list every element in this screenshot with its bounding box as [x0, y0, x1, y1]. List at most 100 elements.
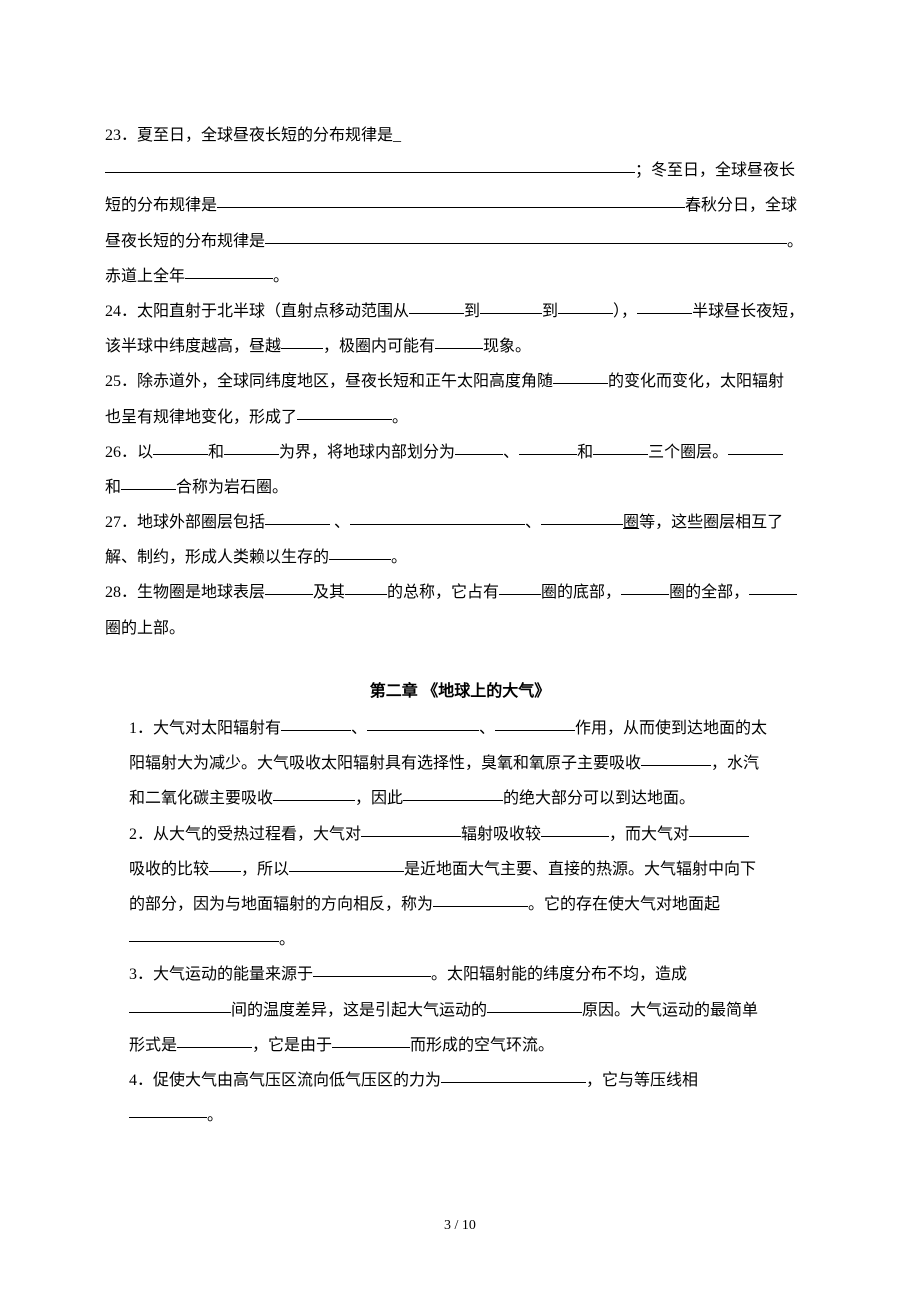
c2q3-e: 形式是 [129, 1037, 177, 1054]
chapter2-body: 1．大气对太阳辐射有、、作用，从而使到达地面的太 阳辐射大为减少。大气吸收太阳辐… [105, 711, 815, 1133]
q28-blank4 [621, 578, 669, 595]
q27-a: 27．地球外部圈层包括 [105, 514, 265, 531]
q26-blank1 [153, 438, 208, 455]
c2q3-line1: 3．大气运动的能量来源于 。太阳辐射能的纬度分布不均，造成 [129, 957, 815, 992]
q23-seg1: ；冬至日，全球昼夜长 [635, 162, 795, 179]
q23-blank1 [105, 156, 635, 173]
c2q3-c: 间的温度差异，这是引起大气运动的 [231, 1002, 487, 1019]
q24-line1: 24．太阳直射于北半球（直射点移动范围从到到），半球昼长夜短， [105, 294, 815, 329]
q23-lead: 23．夏至日，全球昼夜长短的分布规律是_ [105, 127, 401, 144]
c2q1-i: 的绝大部分可以到达地面。 [503, 790, 695, 807]
q26-blank4 [519, 438, 577, 455]
q23-seg4a: 赤道上全年 [105, 268, 185, 285]
c2q1-b: 、 [351, 720, 367, 737]
c2q3-b: 。太阳辐射能的纬度分布不均，造成 [431, 966, 687, 983]
q24-line2: 该半球中纬度越高，昼越 ，极圈内可能有 现象。 [105, 329, 815, 364]
q25-blank2 [297, 403, 392, 420]
q24-f: 该半球中纬度越高，昼越 [105, 338, 281, 355]
c2q2-i: 。 [279, 931, 295, 948]
q25-d: 。 [392, 409, 408, 426]
q24-a: 24．太阳直射于北半球（直射点移动范围从 [105, 303, 409, 320]
c2q2-a: 2．从大气的受热过程看，大气对 [129, 826, 361, 843]
q28-blank3 [499, 578, 541, 595]
c2q2-c: ，而大气对 [609, 826, 689, 843]
q24-blank3 [558, 297, 613, 314]
c2q1-blank2 [367, 714, 479, 731]
q25-c: 也呈有规律地变化，形成了 [105, 409, 297, 426]
q26-line2: 和合称为岩石圈。 [105, 470, 815, 505]
c2q2-line3: 的部分，因为与地面辐射的方向相反，称为。它的存在使大气对地面起 [129, 887, 815, 922]
q28-c: 的总称，它占有 [387, 584, 499, 601]
q28-d: 圈的底部， [541, 584, 621, 601]
c2q1-line1: 1．大气对太阳辐射有、、作用，从而使到达地面的太 [129, 711, 815, 746]
c2q1-blank1 [281, 714, 351, 731]
c2q3-blank1 [313, 960, 431, 977]
q24-g: ，极圈内可能有 [323, 338, 435, 355]
q26-d: 、 [503, 444, 519, 461]
q27-blank2 [350, 508, 525, 525]
c2q2-d: 吸收的比较 [129, 861, 209, 878]
page-number: 3 / 10 [0, 1211, 920, 1242]
q26-blank6 [728, 438, 783, 455]
c2q4-a: 4．促使大气由高气压区流向低气压区的力为 [129, 1072, 441, 1089]
q23-line5: 赤道上全年 。 [105, 259, 815, 294]
q26-blank5 [593, 438, 648, 455]
q25-line1: 25．除赤道外，全球同纬度地区，昼夜长短和正午太阳高度角随的变化而变化，太阳辐射 [105, 364, 815, 399]
q28-blank5 [749, 578, 797, 595]
c2q1-h: ，因此 [355, 790, 403, 807]
q23-seg2a: 短的分布规律是 [105, 197, 217, 214]
c2q3-f: ，它是由于 [252, 1037, 332, 1054]
c2q3-d: 原因。大气运动的最简单 [582, 1002, 758, 1019]
c2q2-line4: 。 [129, 922, 815, 957]
q28-blank1 [265, 578, 313, 595]
c2q3-a: 3．大气运动的能量来源于 [129, 966, 313, 983]
q24-d: ）， [613, 303, 637, 320]
c2q2-blank5 [289, 855, 404, 872]
q27-d: 圈 [623, 514, 639, 531]
q23-seg4b: 。 [273, 268, 289, 285]
q24-blank4 [637, 297, 692, 314]
q26-f: 三个圈层。 [648, 444, 728, 461]
c2q1-line3: 和二氧化碳主要吸收 ，因此 的绝大部分可以到达地面。 [129, 781, 815, 816]
q23-blank4 [185, 262, 273, 279]
q28-b: 及其 [313, 584, 345, 601]
c2q4-b: ，它与等压线相 [586, 1072, 698, 1089]
c2q2-blank6 [433, 890, 528, 907]
c2q1-blank4 [641, 749, 711, 766]
q27-blank1 [265, 508, 330, 525]
q27-b: 、 [334, 514, 350, 531]
page: 23．夏至日，全球昼夜长短的分布规律是_ ；冬至日，全球昼夜长 短的分布规律是春… [0, 0, 920, 1302]
c2q1-e: 阳辐射大为减少。大气吸收太阳辐射具有选择性，臭氧和氧原子主要吸收 [129, 755, 641, 772]
q24-blank6 [435, 332, 483, 349]
c2q2-blank7 [129, 925, 279, 942]
q23-seg3b: 。 [787, 233, 803, 250]
chapter2-title: 第二章 《地球上的大气》 [105, 674, 815, 709]
c2q1-blank3 [495, 714, 575, 731]
q28-f: 圈的上部。 [105, 620, 185, 637]
q26-line1: 26．以和为界，将地球内部划分为、和三个圈层。 [105, 435, 815, 470]
q25-line2: 也呈有规律地变化，形成了 。 [105, 400, 815, 435]
c2q1-f: ，水汽 [711, 755, 759, 772]
q28-blank2 [345, 578, 387, 595]
c2q2-line2: 吸收的比较，所以是近地面大气主要、直接的热源。大气辐射中向下 [129, 852, 815, 887]
q27-line2: 解、制约，形成人类赖以生存的。 [105, 540, 815, 575]
c2q1-blank6 [403, 784, 503, 801]
c2q4-c: 。 [207, 1107, 223, 1124]
q27-line1: 27．地球外部圈层包括 、、圈等，这些圈层相互了 [105, 505, 815, 540]
c2q1-g: 和二氧化碳主要吸收 [129, 790, 273, 807]
c2q2-b: 辐射吸收较 [461, 826, 541, 843]
c2q2-blank1 [361, 820, 461, 837]
q25-b: 的变化而变化，太阳辐射 [608, 373, 784, 390]
q23-line2: ；冬至日，全球昼夜长 [105, 153, 815, 188]
q23-blank3 [265, 227, 787, 244]
q26-blank2 [224, 438, 279, 455]
c2q2-blank3 [689, 820, 749, 837]
c2q2-blank4 [209, 855, 241, 872]
c2q4-blank2 [129, 1101, 207, 1118]
c2q1-c: 、 [479, 720, 495, 737]
q26-blank3 [455, 438, 503, 455]
q24-c: 到 [542, 303, 558, 320]
c2q1-line2: 阳辐射大为减少。大气吸收太阳辐射具有选择性，臭氧和氧原子主要吸收 ，水汽 [129, 746, 815, 781]
q24-blank1 [409, 297, 464, 314]
q24-h: 现象。 [483, 338, 531, 355]
